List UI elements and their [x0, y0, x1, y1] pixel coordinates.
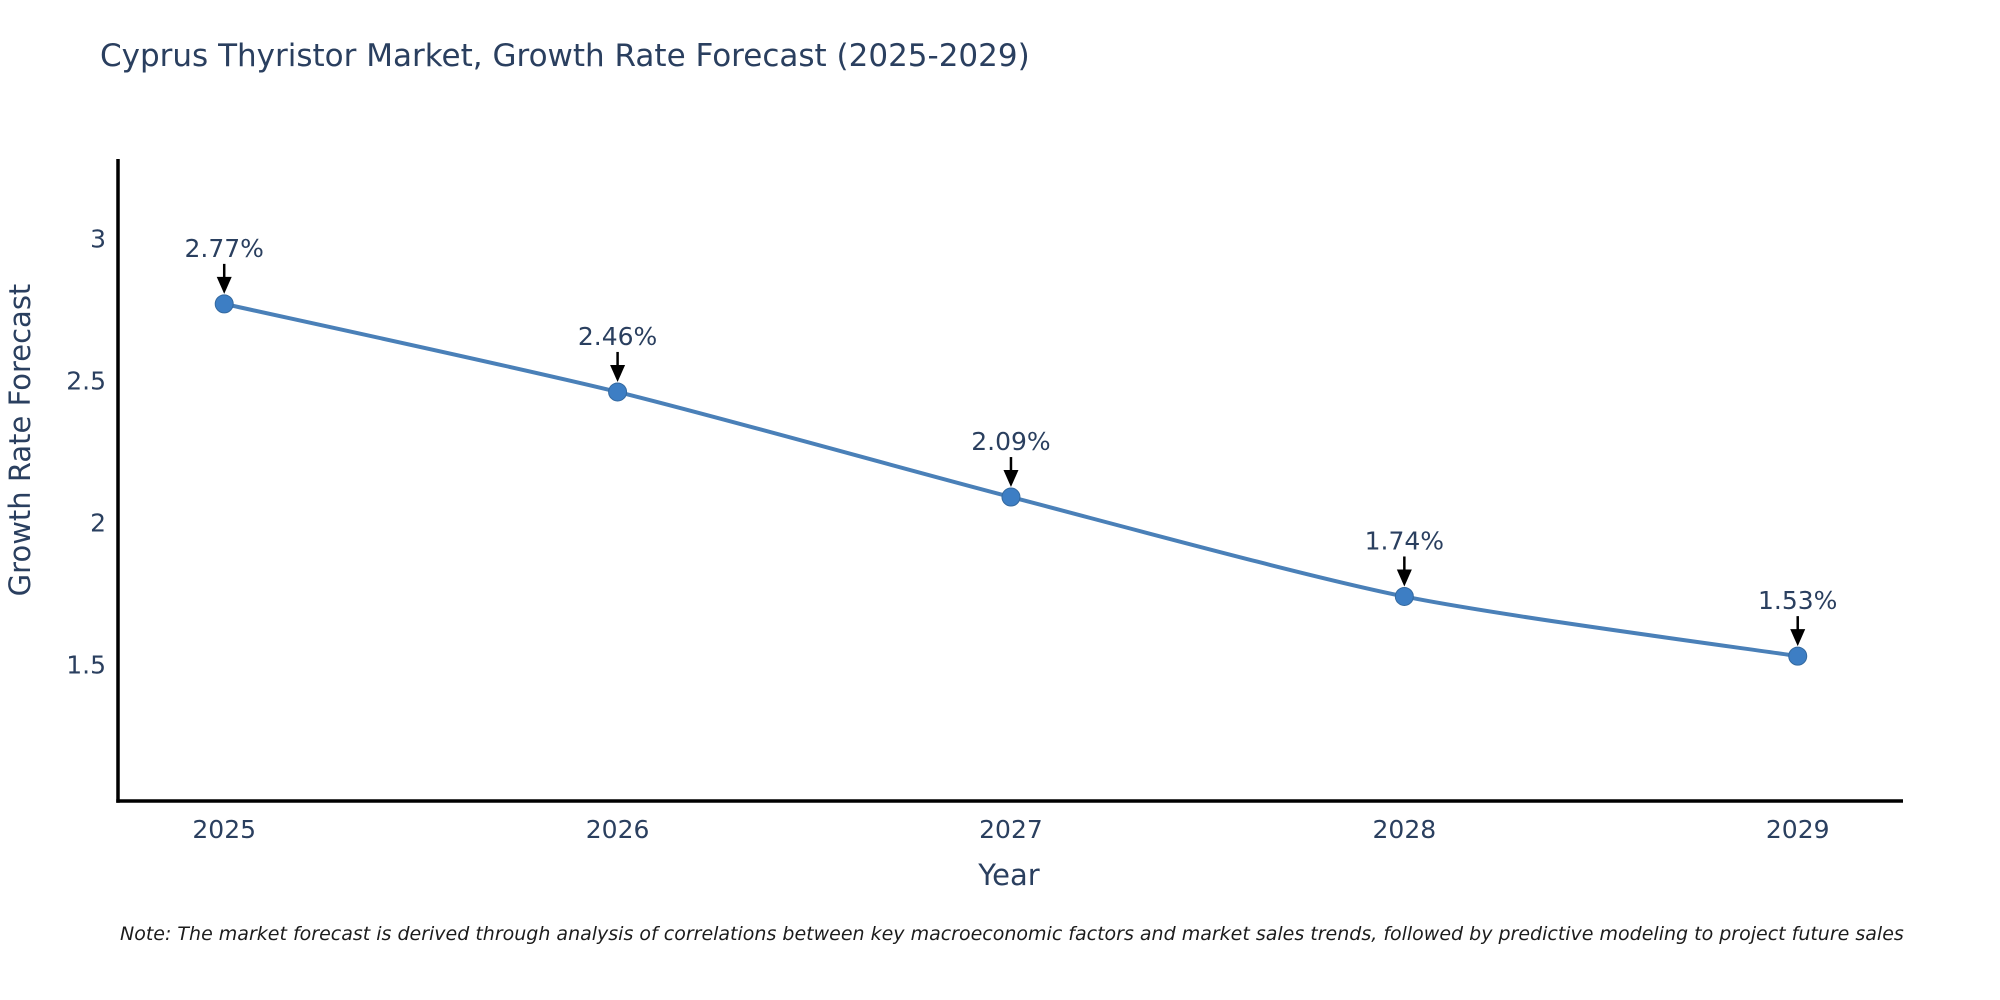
- data-point-marker: [214, 294, 234, 314]
- data-point-label: 2.46%: [578, 322, 657, 351]
- x-tick-label: 2025: [192, 815, 256, 844]
- data-point-label: 2.77%: [185, 234, 264, 263]
- data-point-marker: [1788, 646, 1808, 666]
- data-point-marker: [608, 382, 628, 402]
- plot-area: 1.5 2 2.5 3 2025 2026 2027 2028 2029 2.77% 2.46% 2.…: [66, 225, 1837, 844]
- x-tick-label: 2028: [1373, 815, 1437, 844]
- x-tick-label: 2027: [979, 815, 1043, 844]
- y-tick-label: 2: [90, 509, 106, 538]
- x-tick-label: 2029: [1766, 815, 1830, 844]
- data-point-label: 1.74%: [1365, 526, 1444, 555]
- y-tick-label: 2.5: [66, 367, 106, 396]
- annotation-arrowhead-icon: [1396, 569, 1412, 587]
- y-axis-title: Growth Rate Forecast: [3, 284, 37, 597]
- x-axis-title: Year: [977, 858, 1039, 892]
- annotation-arrowhead-icon: [610, 364, 626, 382]
- annotation-arrowhead-icon: [216, 276, 232, 294]
- data-point-marker: [1394, 586, 1414, 606]
- annotation-arrowhead-icon: [1790, 629, 1806, 647]
- data-point-label: 2.09%: [971, 427, 1050, 456]
- x-tick-label: 2026: [586, 815, 650, 844]
- chart-footnote: Note: The market forecast is derived thr…: [120, 923, 1904, 945]
- chart-title: Cyprus Thyristor Market, Growth Rate For…: [100, 38, 1030, 74]
- data-point-marker: [1001, 487, 1021, 507]
- data-point-label: 1.53%: [1758, 586, 1837, 615]
- annotation-arrowhead-icon: [1003, 470, 1019, 488]
- y-tick-label: 3: [90, 225, 106, 254]
- y-tick-label: 1.5: [66, 651, 106, 680]
